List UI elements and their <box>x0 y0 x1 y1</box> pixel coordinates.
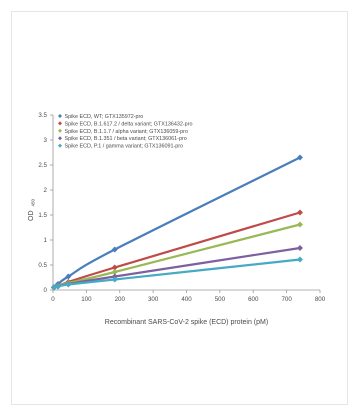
y-axis-title-main: OD <box>28 210 35 221</box>
data-point-marker <box>51 284 58 291</box>
y-tick-label: 0.5 <box>38 262 47 269</box>
y-tick-label: 1 <box>44 237 48 244</box>
x-tick-label: 100 <box>81 296 92 303</box>
data-point-marker <box>296 154 303 161</box>
y-tick-label: 0 <box>44 287 48 294</box>
x-tick-label: 600 <box>248 296 259 303</box>
legend-label: Spike ECD, B.1.1.7 / alpha variant; GTX1… <box>65 129 188 135</box>
series <box>51 245 303 291</box>
legend-marker <box>58 128 62 133</box>
legend-marker <box>58 121 62 126</box>
x-tick-label: 500 <box>215 296 226 303</box>
data-point-marker <box>296 221 303 228</box>
x-axis-title: Recombinant SARS-CoV-2 spike (ECD) prote… <box>105 319 268 326</box>
legend-label: Spike ECD, B.1.617.2 / delta variant; GT… <box>65 121 193 127</box>
data-point-marker <box>111 264 118 271</box>
x-tick-label: 200 <box>115 296 126 303</box>
x-tick-label: 300 <box>148 296 159 303</box>
legend-marker <box>58 114 62 118</box>
figure-frame <box>11 11 348 405</box>
x-tick-label: 0 <box>51 296 55 303</box>
legend-label: Spike ECD, WT; GTX135972-pro <box>65 114 144 120</box>
data-point-marker <box>296 245 303 251</box>
series-layer <box>51 154 303 291</box>
data-point-marker <box>111 269 118 275</box>
data-point-marker <box>296 256 303 263</box>
series-line <box>53 258 301 289</box>
y-axis-title: OD 450 <box>28 199 36 221</box>
legend-marker <box>58 143 62 148</box>
data-point-marker <box>65 273 72 280</box>
data-point-marker <box>296 209 303 216</box>
x-tick-label: 700 <box>281 296 292 303</box>
data-point-marker <box>111 276 118 283</box>
data-point-marker <box>55 283 62 290</box>
axes: 0 100 200 300 400 500 600 700 800 0 0.5 1 1.5 2 2.5 3 3.… <box>38 112 325 303</box>
data-point-marker <box>65 281 72 288</box>
y-tick-label: 1.5 <box>38 212 47 219</box>
y-tick-label: 2.5 <box>38 162 47 169</box>
y-tick-label: 2 <box>44 187 48 194</box>
data-point-marker <box>111 246 118 253</box>
series <box>51 256 303 291</box>
legend-label: Spike ECD, B.1.351 / beta variant; GTX13… <box>65 136 187 142</box>
series-line <box>53 211 301 289</box>
legend-label: Spike ECD, P.1 / gamma variant; GTX13609… <box>65 144 184 150</box>
x-tick-label: 800 <box>315 296 326 303</box>
x-tick-label: 400 <box>181 296 192 303</box>
y-tick-label: 3.5 <box>38 112 47 119</box>
legend-marker <box>58 136 62 141</box>
y-axis-title-subscript: 450 <box>31 199 36 207</box>
series-line <box>53 223 301 289</box>
y-tick-label: 3 <box>44 137 48 144</box>
